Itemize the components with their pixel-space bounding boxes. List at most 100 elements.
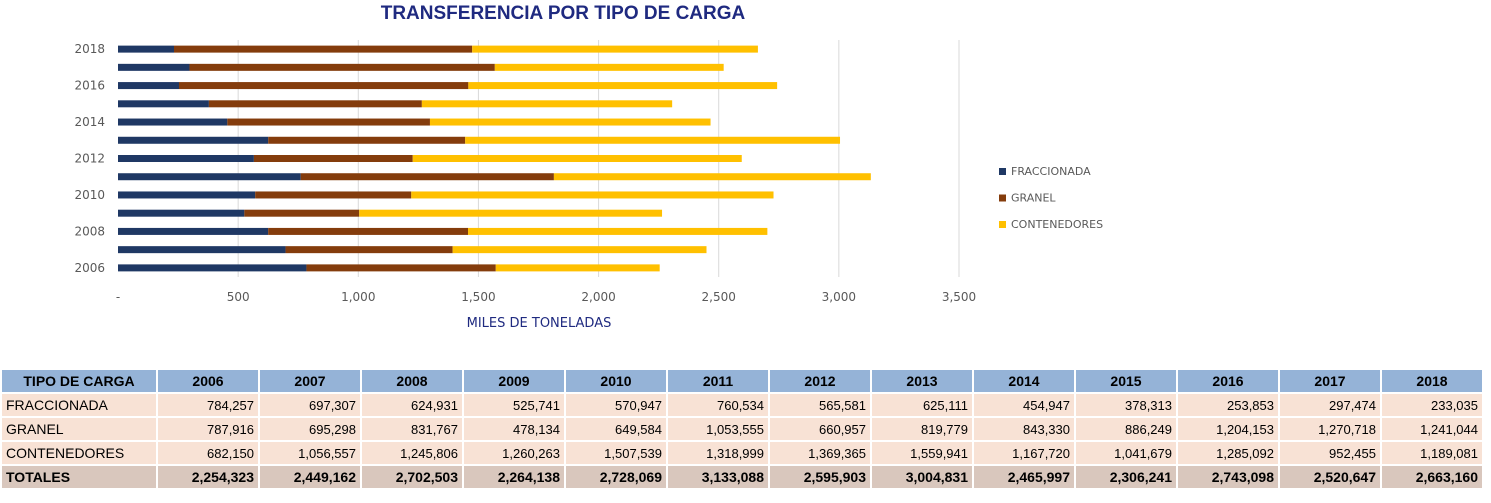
table-cell: 233,035 [1380,392,1484,418]
table-cell: 1,167,720 [972,440,1076,466]
table-header-row: TIPO DE CARGA 2006 2007 2008 2009 2010 2011 20… [0,368,1484,394]
table-cell: 1,559,941 [870,440,974,466]
table-cell: 2,595,903 [768,464,872,490]
table-cell: 695,298 [258,416,362,442]
x-tick-label: 1,500 [461,290,495,304]
bar-fraccionada-2017 [118,63,190,71]
x-axis-ticks: - 500 1,000 1,500 2,000 2,500 3,000 3,500 [116,290,976,304]
y-tick-label: 2010 [74,188,105,202]
row-label: GRANEL [0,416,158,442]
table-cell: 1,318,999 [666,440,770,466]
table-cell: 760,534 [666,392,770,418]
bar-granel-2013 [268,136,466,144]
bar-contenedores-2006 [495,264,660,272]
table-cell: 478,134 [462,416,566,442]
table-cell: 660,957 [768,416,872,442]
bar-granel-2015 [208,100,422,108]
table-cell: 2,728,069 [564,464,668,490]
legend: FRACCIONADA GRANEL CONTENEDORES [999,165,1103,231]
table-cell: 1,270,718 [1278,416,1382,442]
bar-fraccionada-2009 [118,209,245,217]
table-cell: 1,507,539 [564,440,668,466]
header-year-2014: 2014 [972,368,1076,394]
table-cell: 3,133,088 [666,464,770,490]
bar-contenedores-2017 [494,63,724,71]
x-tick-label: 2,000 [581,290,615,304]
table-cell: 570,947 [564,392,668,418]
header-year-2015: 2015 [1074,368,1178,394]
table-cell: 787,916 [156,416,260,442]
y-tick-label: 2008 [74,224,105,238]
legend-swatch-contenedores [999,221,1006,228]
x-axis-title: MILES DE TONELADAS [467,316,612,331]
table-cell: 1,245,806 [360,440,464,466]
bar-fraccionada-2008 [118,227,269,235]
x-tick-label: 3,000 [822,290,856,304]
bar-granel-2006 [306,264,496,272]
bar-fraccionada-2007 [118,246,286,254]
bar-contenedores-2013 [465,136,841,144]
table-cell: 3,004,831 [870,464,974,490]
table-cell: 625,111 [870,392,974,418]
table-cell: 2,465,997 [972,464,1076,490]
header-tipo-de-carga: TIPO DE CARGA [0,368,158,394]
bar-granel-2010 [255,191,412,199]
header-year-2007: 2007 [258,368,362,394]
bar-granel-2007 [285,246,453,254]
table-cell: 2,663,160 [1380,464,1484,490]
header-year-2013: 2013 [870,368,974,394]
table-cell: 1,053,555 [666,416,770,442]
bar-granel-2012 [253,155,413,162]
table-cell: 2,449,162 [258,464,362,490]
table-cell: 2,306,241 [1074,464,1178,490]
legend-swatch-granel [999,194,1006,202]
table-cell: 952,455 [1278,440,1382,466]
table-cell: 253,853 [1176,392,1280,418]
table-cell: 1,241,044 [1380,416,1484,442]
row-label: TOTALES [0,464,158,490]
bar-contenedores-2007 [452,246,707,254]
table-cell: 886,249 [1074,416,1178,442]
data-table: TIPO DE CARGA 2006 2007 2008 2009 2010 2011 20… [0,368,1484,490]
legend-label-granel: GRANEL [1011,192,1056,205]
bar-fraccionada-2015 [118,100,209,108]
table-cell: 2,520,647 [1278,464,1382,490]
table-cell: 1,260,263 [462,440,566,466]
table-cell: 1,041,679 [1074,440,1178,466]
y-tick-label: 2006 [74,261,105,275]
table-row: GRANEL 787,916 695,298 831,767 478,134 649,58… [0,416,1484,442]
table-cell: 649,584 [564,416,668,442]
table-cell: 2,254,323 [156,464,260,490]
row-label: FRACCIONADA [0,392,158,418]
table-cell: 1,056,557 [258,440,362,466]
legend-swatch-fraccionada [999,168,1006,175]
bar-contenedores-2010 [411,191,774,199]
bar-granel-2016 [178,82,469,90]
x-tick-label: 1,000 [341,290,375,304]
table-cell: 565,581 [768,392,872,418]
table-cell: 2,743,098 [1176,464,1280,490]
stacked-bar-chart: TRANSFERENCIA POR TIPO DE CARGA 2006 2008… [74,3,1103,331]
bar-contenedores-2018 [472,45,758,53]
legend-label-fraccionada: FRACCIONADA [1011,165,1091,178]
bar-fraccionada-2010 [118,191,256,199]
table-row: TOTALES 2,254,323 2,449,162 2,702,503 2,264,… [0,464,1484,490]
bar-granel-2009 [244,209,360,217]
table-cell: 1,285,092 [1176,440,1280,466]
table-cell: 624,931 [360,392,464,418]
bar-contenedores-2009 [359,209,663,217]
table-cell: 378,313 [1074,392,1178,418]
table-cell: 1,204,153 [1176,416,1280,442]
table-cell: 819,779 [870,416,974,442]
header-year-2010: 2010 [564,368,668,394]
bar-contenedores-2008 [468,227,768,235]
y-tick-label: 2014 [74,115,105,129]
chart-title: TRANSFERENCIA POR TIPO DE CARGA [381,3,746,24]
table-cell: 525,741 [462,392,566,418]
bar-contenedores-2015 [421,100,673,108]
header-year-2009: 2009 [462,368,566,394]
bar-fraccionada-2006 [118,264,307,272]
y-axis-ticks: 2006 2008 2010 2012 2014 2016 2018 [74,42,105,275]
header-year-2012: 2012 [768,368,872,394]
y-tick-label: 2018 [74,42,105,56]
